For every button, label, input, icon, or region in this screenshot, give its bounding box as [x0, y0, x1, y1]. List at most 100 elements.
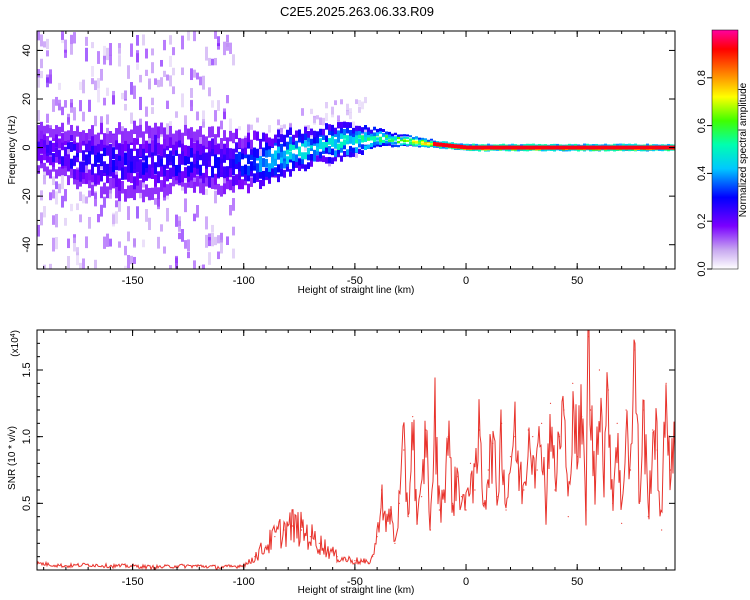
- spectrogram-cell: [538, 145, 541, 150]
- snr-data-point: [572, 382, 574, 384]
- spectrogram-cell: [211, 138, 214, 150]
- spectrogram-cell: [226, 236, 229, 246]
- snr-data-point: [372, 556, 374, 558]
- snr-y-tick-label: 0.5: [21, 496, 33, 511]
- spectrogram-cell: [508, 144, 511, 147]
- spectrogram-cell: [343, 121, 346, 128]
- spectrogram-cell: [217, 183, 220, 195]
- snr-scale-close: ): [10, 330, 21, 333]
- spectrogram-cell: [106, 87, 109, 96]
- spectrogram-cell: [235, 142, 238, 153]
- spectrogram-cell: [280, 149, 283, 158]
- spectrogram-cell: [574, 143, 577, 146]
- spectrogram-cell: [325, 123, 328, 130]
- spectrogram-cell: [82, 150, 85, 161]
- spectrogram-cell: [100, 122, 103, 135]
- spectrogram-cell: [496, 145, 499, 150]
- spectrogram-cell: [262, 170, 265, 180]
- spectrogram-cell: [58, 99, 61, 111]
- spectrogram-cell: [364, 135, 367, 141]
- spectrogram-cell: [445, 141, 448, 144]
- spectrogram-cell: [304, 126, 307, 134]
- spectrogram-cell: [85, 163, 88, 174]
- spectrogram-cell: [187, 239, 190, 252]
- spectrogram-cell: [40, 154, 43, 164]
- spectrogram-cell: [481, 144, 484, 147]
- spectrogram-cell: [397, 140, 400, 144]
- spectrogram-cell: [418, 137, 421, 140]
- snr-data-point: [527, 429, 529, 431]
- spectrogram-cell: [232, 248, 235, 259]
- spectrogram-cell: [394, 138, 397, 141]
- spectrogram-cell: [196, 175, 199, 187]
- snr-data-point: [505, 509, 507, 511]
- spectrogram-cell: [247, 132, 250, 143]
- spectrogram-cell: [190, 137, 193, 148]
- snr-data-point: [292, 525, 294, 527]
- spectrogram-cell: [229, 130, 232, 142]
- spectrogram-cell: [265, 133, 268, 143]
- spectrogram-cell: [160, 77, 163, 87]
- colorbar-tick-label: 0.0: [696, 261, 708, 276]
- spectrogram-cell: [52, 129, 55, 139]
- spectrogram-cell: [244, 144, 247, 155]
- spectrogram-cell: [265, 167, 268, 177]
- spectrogram-cell: [136, 34, 139, 46]
- spectrogram-cell: [208, 57, 211, 66]
- snr-data-point: [665, 382, 667, 384]
- spectrogram-cell: [196, 163, 199, 175]
- spectrogram-cell: [334, 145, 337, 153]
- spectrogram-cell: [379, 143, 382, 148]
- snr-data-point: [456, 476, 458, 478]
- spectrogram-cell: [148, 164, 151, 177]
- spectrogram-cell: [655, 144, 658, 147]
- spectrogram-cell: [349, 130, 352, 136]
- spectrogram-cell: [646, 145, 649, 150]
- spectrogram-cell: [376, 143, 379, 147]
- spectrogram-cell: [364, 145, 367, 151]
- colorbar-tick-label: 0.6: [696, 118, 708, 133]
- spectrogram-cell: [421, 145, 424, 148]
- spectrogram-cell: [115, 128, 118, 141]
- spectrogram-cell: [388, 139, 391, 143]
- spectrogram-cell: [421, 137, 424, 140]
- snr-data-point: [514, 436, 516, 438]
- spectrogram-cell: [628, 149, 631, 152]
- spectrogram-cell: [274, 134, 277, 143]
- spectrogram-cell: [64, 39, 67, 53]
- spectrogram-cell: [379, 130, 382, 134]
- spectrogram-cell: [337, 150, 340, 158]
- spectrogram-cell: [112, 134, 115, 147]
- spectrogram-cell: [196, 139, 199, 151]
- spectrogram-cell: [559, 149, 562, 152]
- spectrogram-cell: [70, 141, 73, 152]
- spectrogram-cell: [76, 126, 79, 137]
- spectrogram-cell: [661, 149, 664, 152]
- spectrogram-cell: [346, 127, 349, 134]
- spectrogram-cell: [268, 148, 271, 157]
- spectrogram-cell: [664, 145, 667, 150]
- spectrogram-cell: [49, 69, 52, 84]
- spectrogram-cell: [40, 190, 43, 201]
- spectrogram-cell: [310, 138, 313, 146]
- spectrogram-cell: [631, 144, 634, 147]
- spectrogram-cell: [61, 31, 64, 40]
- spectrogram-cell: [220, 185, 223, 197]
- spectrogram-cell: [73, 131, 76, 142]
- spectrogram-cell: [529, 143, 532, 146]
- spectrogram-cell: [478, 145, 481, 150]
- spectrogram-cell: [388, 140, 391, 144]
- spectrogram-cell: [94, 115, 97, 127]
- spectrogram-cell: [88, 153, 91, 165]
- spectrogram-cell: [562, 145, 565, 150]
- spectrogram-cell: [361, 135, 364, 141]
- spectrogram-cell: [232, 164, 235, 176]
- spectrogram-cell: [319, 138, 322, 145]
- spectrogram-cell: [118, 122, 121, 135]
- spectrogram-cell: [643, 149, 646, 152]
- spectrogram-cell: [202, 264, 205, 269]
- spectrogram-cell: [337, 122, 340, 129]
- spectrogram-cell: [103, 161, 106, 173]
- spectrogram-cell: [442, 141, 445, 144]
- spectrogram-cell: [238, 137, 241, 149]
